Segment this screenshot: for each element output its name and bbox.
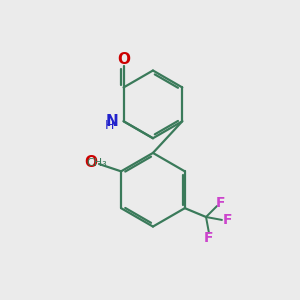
Text: F: F [204,231,214,245]
Text: O: O [85,155,98,170]
Text: H: H [105,119,114,132]
Text: CH₃: CH₃ [87,158,107,167]
Text: F: F [216,196,226,210]
Text: F: F [223,213,232,227]
Text: N: N [106,114,118,129]
Text: O: O [117,52,130,67]
